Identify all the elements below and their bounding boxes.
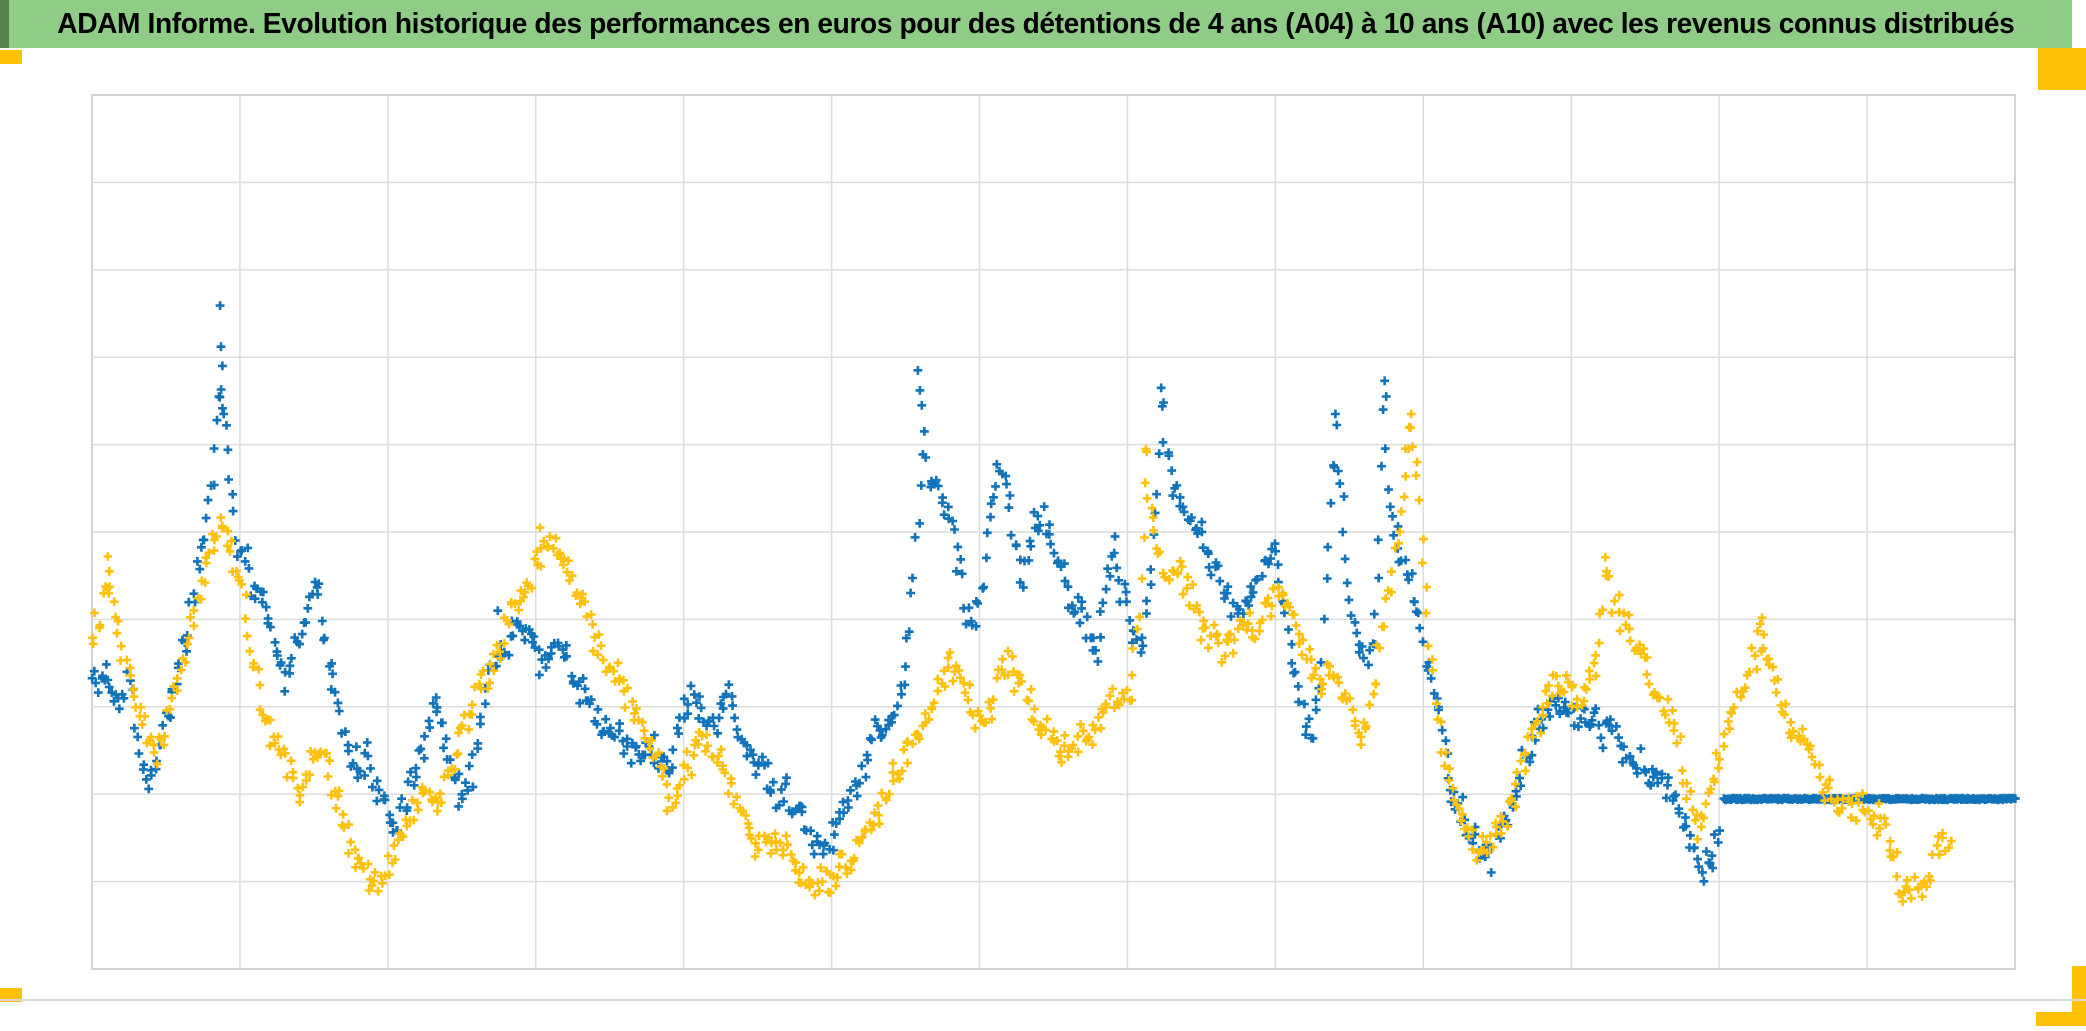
corner-mark-bottom-right-h [2036, 1012, 2086, 1026]
performance-chart[interactable] [0, 48, 2086, 999]
corner-mark-top-right [2038, 48, 2086, 90]
title-bar: ADAM Informe. Evolution historique des p… [0, 0, 2072, 48]
corner-mark-bottom-left [0, 988, 22, 1002]
corner-mark-bottom-right-v [2072, 966, 2086, 1026]
corner-mark-top-left [0, 50, 22, 64]
series-gold [88, 409, 1956, 906]
title-bar-edge [0, 0, 9, 48]
sheet-bottom-rule [0, 999, 2086, 1001]
page-title: ADAM Informe. Evolution historique des p… [57, 7, 2015, 40]
chart-canvas [87, 94, 2020, 970]
